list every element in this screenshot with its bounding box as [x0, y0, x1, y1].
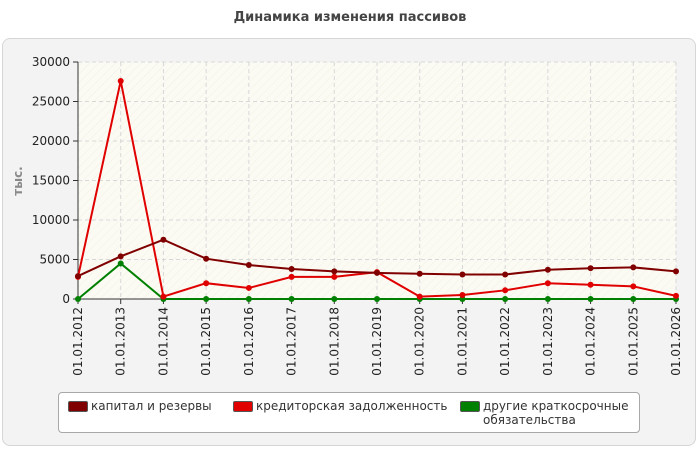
x-tick-label: 01.01.2018 [327, 307, 341, 376]
legend-label-other-liabilities: другие краткосрочные обязательства [483, 399, 629, 427]
x-tick-label: 01.01.2026 [669, 307, 683, 376]
chart-legend: капитал и резервы кредиторская задолженн… [58, 392, 640, 433]
data-point-payables [203, 280, 210, 287]
data-point-capital-reserves [245, 262, 252, 269]
data-point-payables [587, 281, 594, 288]
x-tick-label: 01.01.2015 [199, 307, 213, 376]
data-point-payables [288, 273, 295, 280]
data-point-other-liabilities [374, 296, 380, 302]
data-point-other-liabilities [502, 296, 509, 302]
x-tick-label: 01.01.2017 [285, 307, 299, 376]
data-point-capital-reserves [544, 266, 551, 273]
data-point-other-liabilities [117, 260, 124, 267]
legend-item-payables: кредиторская задолженность [233, 399, 447, 413]
data-point-other-liabilities [331, 296, 338, 302]
x-tick-label: 01.01.2014 [156, 307, 170, 376]
x-tick-label: 01.01.2021 [455, 307, 469, 376]
data-point-capital-reserves [459, 271, 466, 278]
data-point-other-liabilities [587, 296, 594, 302]
data-point-payables [544, 280, 551, 287]
data-point-other-liabilities [288, 296, 295, 302]
y-tick-label: 0 [62, 292, 70, 306]
data-point-payables [416, 293, 423, 300]
y-tick-labels: 0 5000 10000 15000 20000 25000 30000 [32, 55, 70, 306]
legend-item-capital: капитал и резервы [68, 399, 212, 413]
y-tick-label: 5000 [39, 253, 70, 267]
y-axis-label: тыс. [11, 166, 25, 195]
series-group [75, 77, 679, 302]
data-point-capital-reserves [502, 271, 509, 278]
data-point-payables [331, 273, 338, 280]
data-point-other-liabilities [75, 296, 81, 302]
x-tick-label: 01.01.2022 [498, 307, 512, 376]
x-tick-label: 01.01.2013 [114, 307, 128, 376]
data-point-other-liabilities [630, 296, 637, 302]
y-tick-label: 15000 [32, 174, 70, 188]
x-tick-label: 01.01.2025 [626, 307, 640, 376]
chart-title: Динамика изменения пассивов [233, 10, 467, 25]
y-tick-label: 10000 [32, 213, 70, 227]
data-point-payables [502, 287, 509, 294]
data-point-capital-reserves [331, 268, 338, 275]
data-point-payables [673, 292, 679, 299]
data-point-capital-reserves [203, 255, 210, 262]
legend-item-other-liabilities: другие краткосрочные обязательства [460, 399, 628, 427]
data-point-capital-reserves [673, 268, 679, 275]
data-point-payables [245, 284, 252, 291]
data-point-other-liabilities [245, 296, 252, 302]
x-tick-label: 01.01.2020 [413, 307, 427, 376]
legend-swatch-capital [68, 401, 88, 412]
legend-label-payables: кредиторская задолженность [256, 399, 448, 413]
data-point-payables [117, 77, 124, 84]
data-point-other-liabilities [544, 296, 551, 302]
data-point-capital-reserves [587, 265, 594, 272]
data-point-capital-reserves [374, 269, 380, 276]
x-tick-label: 01.01.2024 [584, 307, 598, 376]
data-point-payables [630, 283, 637, 290]
data-point-capital-reserves [630, 264, 637, 271]
data-point-other-liabilities [203, 296, 210, 302]
x-tick-label: 01.01.2023 [541, 307, 555, 376]
data-point-capital-reserves [117, 253, 124, 260]
y-tick-label: 25000 [32, 95, 70, 109]
data-point-capital-reserves [288, 265, 295, 272]
data-point-payables [160, 293, 167, 300]
y-tick-label: 20000 [32, 134, 70, 148]
x-tick-label: 01.01.2012 [71, 307, 85, 376]
data-point-capital-reserves [416, 270, 423, 277]
legend-label-capital: капитал и резервы [91, 399, 212, 413]
legend-swatch-other-liabilities [460, 401, 480, 412]
x-tick-labels: 01.01.2012 01.01.2013 01.01.2014 01.01.2015… [71, 307, 683, 376]
x-tick-label: 01.01.2019 [370, 307, 384, 376]
x-tick-label: 01.01.2016 [242, 307, 256, 376]
legend-swatch-payables [233, 401, 253, 412]
data-point-capital-reserves [160, 236, 167, 243]
data-point-payables [459, 292, 466, 299]
y-tick-label: 30000 [32, 55, 70, 69]
data-point-capital-reserves [75, 273, 81, 280]
